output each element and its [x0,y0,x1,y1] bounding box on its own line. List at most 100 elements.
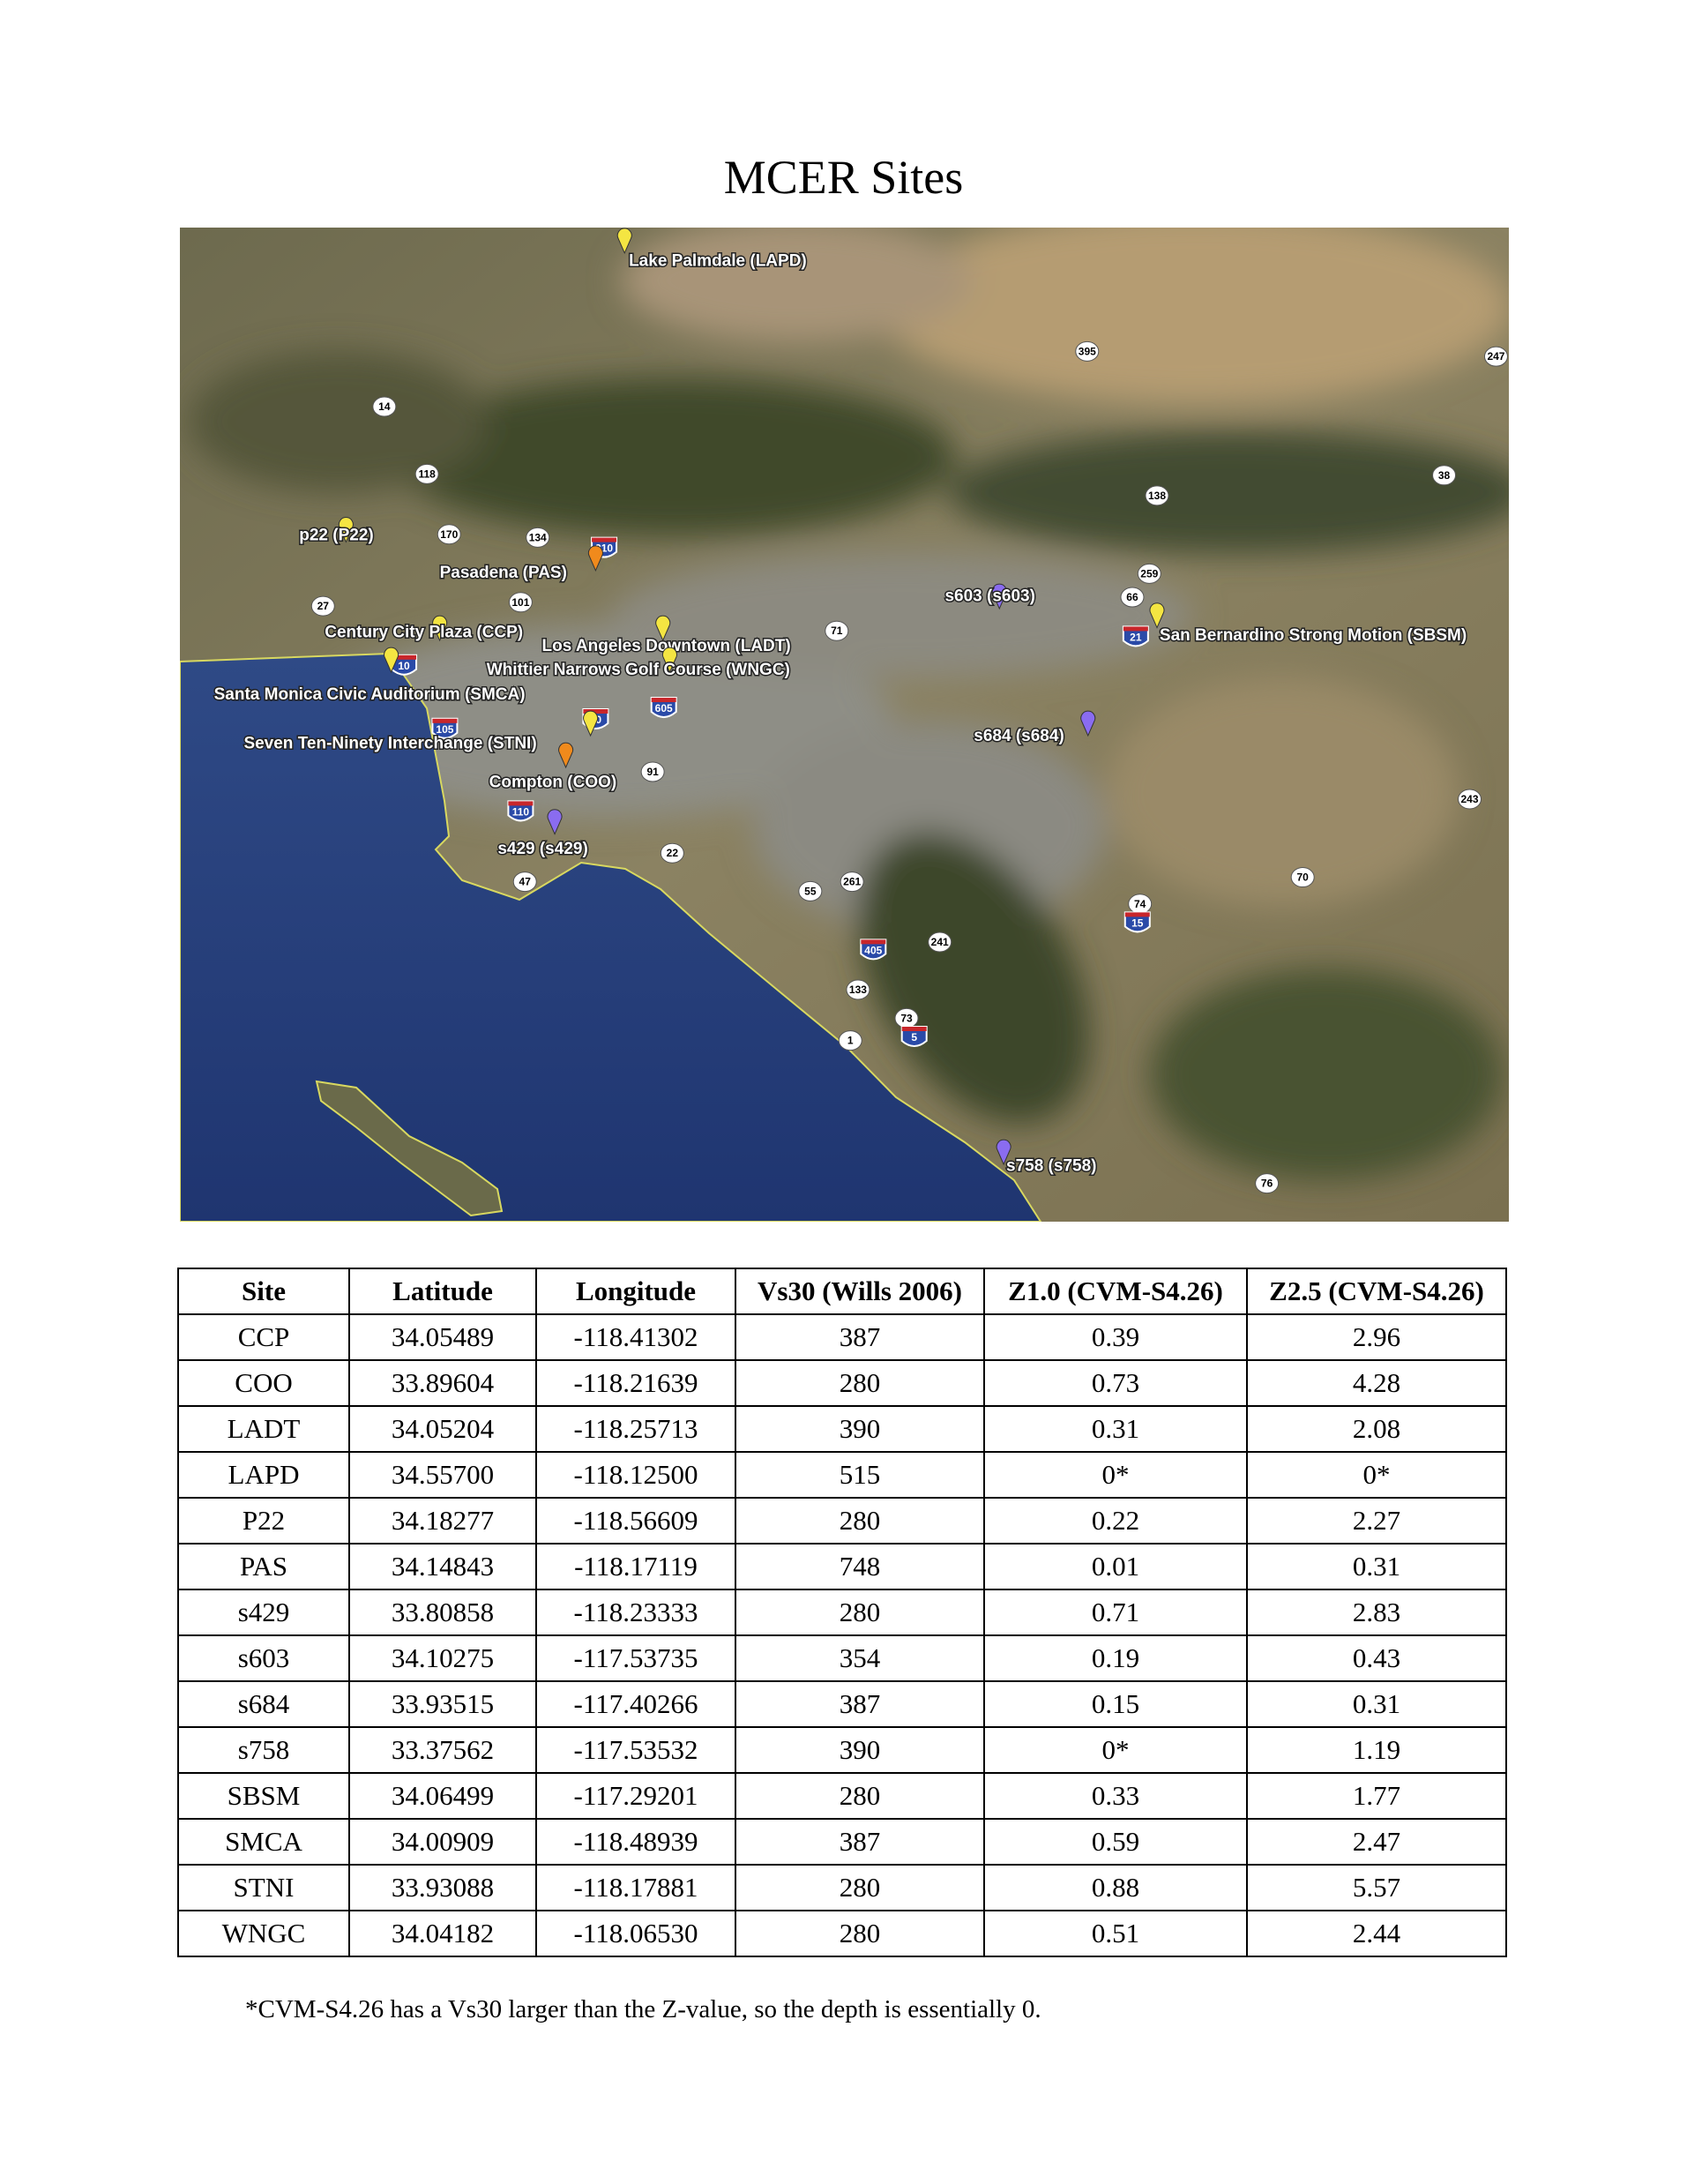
highway-shield-icon: 170 [437,524,461,545]
map-label: Whittier Narrows Golf Course (WNGC) [487,661,790,679]
highway-shield-icon: 138 [1145,485,1169,506]
shield-number: 259 [1140,567,1158,580]
table-cell: 34.05204 [348,1405,537,1453]
table-row: s684 33.93515 -117.40266 387 0.15 0.31 [177,1680,1507,1728]
table-cell: -118.25713 [535,1405,736,1453]
table-cell: 390 [735,1726,985,1774]
map-pin-icon[interactable] [616,228,632,255]
highway-shield-icon: 74 [1128,894,1153,915]
table-cell: -118.41302 [535,1313,736,1361]
map-label: p22 (P22) [299,526,373,544]
table-cell: 280 [735,1772,985,1820]
map-pin-icon[interactable] [558,742,574,769]
table-row: LAPD 34.55700 -118.12500 515 0* 0* [177,1451,1507,1499]
column-header: Longitude [535,1268,736,1315]
shield-number: 55 [804,885,817,897]
highway-shield-icon: 22 [660,842,684,864]
highway-shield-icon: 66 [1120,587,1145,608]
map-label: Pasadena (PAS) [440,564,567,582]
table-row: s429 33.80858 -118.23333 280 0.71 2.83 [177,1589,1507,1636]
column-header: Z1.0 (CVM-S4.26) [983,1268,1248,1315]
shield-number: 76 [1261,1178,1273,1190]
highway-shield-icon: 133 [846,979,870,1000]
table-cell: 2.47 [1246,1818,1507,1866]
highway-shield-icon: 110 [507,800,534,822]
table-row: STNI 33.93088 -118.17881 280 0.88 5.57 [177,1864,1507,1911]
table-cell: 0* [983,1726,1248,1774]
table-cell: 34.10275 [348,1634,537,1682]
shield-number: 70 [1297,871,1310,884]
map-pin-icon[interactable] [655,615,671,642]
highway-shield-icon: 134 [526,527,550,548]
table-cell: s603 [177,1634,350,1682]
table-cell: 33.89604 [348,1359,537,1407]
highway-shield-icon: 70 [1290,867,1315,888]
table-cell: LADT [177,1405,350,1453]
table-cell: 0.43 [1246,1634,1507,1682]
table-cell: 34.00909 [348,1818,537,1866]
highway-shield-icon: 14 [372,396,397,417]
table-cell: -118.48939 [535,1818,736,1866]
table-cell: 33.37562 [348,1726,537,1774]
table-cell: s684 [177,1680,350,1728]
shield-number: 243 [1461,793,1479,805]
table-cell: -117.53735 [535,1634,736,1682]
map-pin-icon[interactable] [996,1139,1011,1166]
table-cell: 33.93088 [348,1864,537,1911]
map-pin-icon[interactable] [384,647,399,674]
table-cell: -118.06530 [535,1910,736,1957]
table-row: SBSM 34.06499 -117.29201 280 0.33 1.77 [177,1772,1507,1820]
map-pin-icon[interactable] [583,710,599,737]
highway-shield-icon: 118 [414,463,439,484]
table-cell: CCP [177,1313,350,1361]
highway-shield-icon: 27 [310,595,335,617]
highway-shield-icon: 5 [900,1026,928,1047]
shield-number: 38 [1438,469,1451,482]
table-cell: 2.27 [1246,1497,1507,1545]
highway-shield-icon: 15 [1123,911,1151,933]
highway-shield-icon: 605 [650,697,677,719]
table-cell: -117.40266 [535,1680,736,1728]
table-row: s758 33.37562 -117.53532 390 0* 1.19 [177,1726,1507,1774]
map-pin-icon[interactable] [547,809,563,835]
table-cell: 280 [735,1589,985,1636]
sites-table: Site Latitude Longitude Vs30 (Wills 2006) Z1… [177,1268,1507,1957]
shield-number: 605 [655,702,673,714]
shield-number: 66 [1126,591,1138,603]
highway-shield-icon: 395 [1075,340,1100,362]
shield-number: 21 [1130,631,1142,643]
table-cell: P22 [177,1497,350,1545]
table-cell: 34.18277 [348,1497,537,1545]
table-cell: 387 [735,1818,985,1866]
map-pin-icon[interactable] [1080,710,1096,737]
highway-shield-icon: 55 [798,880,823,901]
map-pin-icon[interactable] [991,583,1007,610]
shield-number: 261 [843,876,861,888]
table-cell: -118.56609 [535,1497,736,1545]
table-cell: -118.17119 [535,1543,736,1590]
highway-shield-icon: 101 [508,592,533,613]
table-cell: 34.06499 [348,1772,537,1820]
map-pin-icon[interactable] [1149,602,1165,629]
shield-number: 73 [900,1012,913,1024]
highway-shield-icon: 105 [431,717,459,739]
table-row: s603 34.10275 -117.53735 354 0.19 0.43 [177,1634,1507,1682]
table-cell: SMCA [177,1818,350,1866]
highway-shield-icon: 47 [512,871,537,893]
shield-number: 134 [529,531,547,543]
highway-shield-icon: 91 [640,761,665,782]
map-pin-icon[interactable] [661,647,677,674]
map-pin-icon[interactable] [587,545,603,572]
table-row: CCP 34.05489 -118.41302 387 0.39 2.96 [177,1313,1507,1361]
map-pin-icon[interactable] [338,517,354,543]
map-label: San Bernardino Strong Motion (SBSM) [1160,626,1467,645]
table-cell: 280 [735,1864,985,1911]
map-label: Compton (COO) [489,774,617,792]
shield-number: 405 [864,944,882,956]
shield-number: 138 [1148,490,1166,502]
shield-number: 10 [398,660,410,672]
map-pin-icon[interactable] [432,615,448,642]
table-cell: 748 [735,1543,985,1590]
table-cell: 1.19 [1246,1726,1507,1774]
satellite-map: 14 118 170 134 101 27 210 71 66 259 138 395 247 38 243… [180,228,1509,1222]
